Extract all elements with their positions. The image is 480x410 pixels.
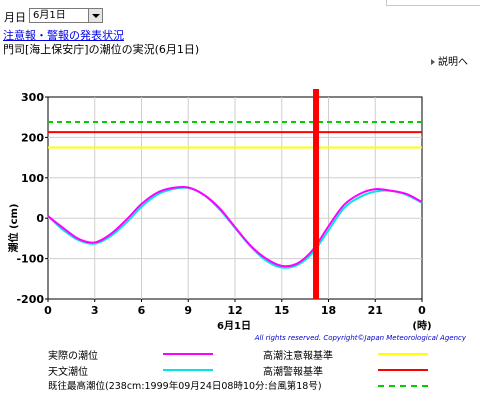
x-tick-label: 3 [91,304,99,317]
series-lines [47,185,423,269]
legend-astronomical-label: 天文潮位 [48,367,88,378]
y-tick-label: -100 [16,253,44,266]
legend-warning-label: 高潮警報基準 [263,367,323,378]
legend-advisory-swatch [378,353,428,355]
y-axis-label: 潮位 (cm) [7,204,20,253]
day-select[interactable]: 6月1日 [29,8,103,23]
x-tick-labels: 0 3 6 9 12 15 18 21 0 [44,299,426,317]
legend-astronomical-swatch [163,369,213,371]
y-tick-label: 0 [36,212,44,225]
x-tick-label: 12 [227,304,242,317]
series-line [47,185,423,268]
legend-observed-swatch [163,353,213,355]
alert-status-link[interactable]: 注意報・警報の発表状況 [3,29,124,42]
x-tick-label: 0 [44,304,52,317]
grid [48,97,422,299]
explain-link[interactable]: 説明へ [431,53,468,68]
chevron-down-icon[interactable] [88,9,102,22]
threshold-lines [48,121,422,149]
y-tick-labels: 300 200 100 0 -100 -200 [16,91,48,306]
top-frame-edge [386,0,480,6]
x-tick-label: 21 [368,304,383,317]
x-tick-label: 6 [138,304,146,317]
tide-chart: 300 200 100 0 -100 -200 0 3 6 9 12 15 18 21 0 潮位 (cm)… [7,89,467,342]
x-tick-label: 18 [321,304,336,317]
legend-record-label: 既往最高潮位(238cm:1999年09月24日08時10分:台風第18号) [48,381,322,392]
legend-record-swatch [378,385,428,387]
current-time-marker [313,89,320,299]
legend-observed-label: 実際の潮位 [48,351,98,362]
y-tick-label: 200 [21,131,44,144]
x-tick-label: 0 [418,304,426,317]
y-tick-label: 100 [21,172,44,185]
x-tick-label: 9 [184,304,192,317]
top-frame [0,0,480,6]
explain-link-label: 説明へ [438,57,468,68]
date-label: 6月1日 [217,320,251,332]
y-tick-label: 300 [21,91,44,104]
y-tick-label: -200 [16,293,44,306]
day-select-label: 月日 [4,11,26,24]
legend-advisory-label: 高潮注意報基準 [263,351,333,362]
x-tick-label: 15 [274,304,289,317]
triangle-right-icon [431,59,435,65]
page-title: 門司[海上保安庁]の潮位の実況(6月1日) [3,43,200,56]
x-unit-label: (時) [412,319,431,332]
day-select-value: 6月1日 [33,10,66,21]
copyright: All rights reserved. Copyright©Japan Met… [254,334,467,342]
legend-warning-swatch [378,369,428,371]
